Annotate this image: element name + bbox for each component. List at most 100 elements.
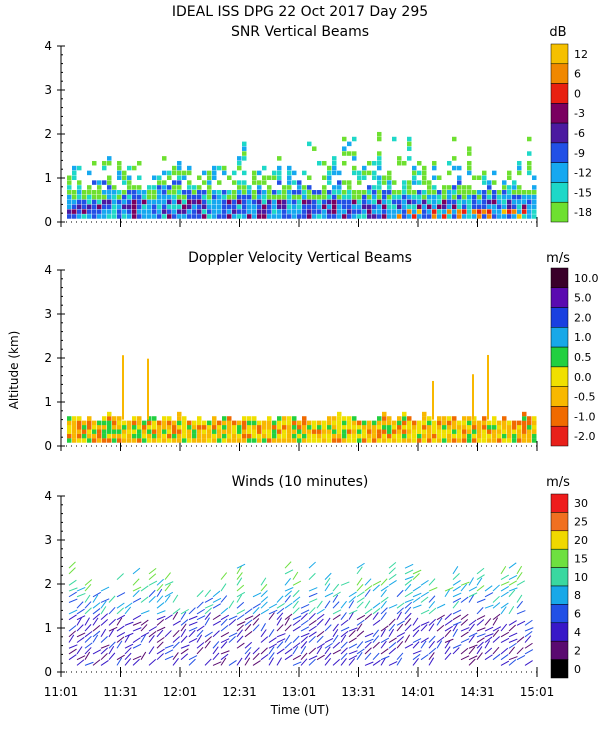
wind-barb [132,597,142,603]
wind-barb [324,600,331,609]
wind-barb [156,619,165,626]
snr-cell [377,209,382,214]
snr-cell [427,180,432,185]
snr-cell [77,185,82,190]
doppler-cell [487,433,492,439]
wind-barb [436,617,443,626]
wind-barb [76,636,85,643]
snr-cell [142,209,147,214]
snr-cell [422,180,427,185]
wind-barb [148,646,155,655]
wind-barb [316,600,323,609]
wind-barb [156,602,165,609]
doppler-cell [272,425,277,430]
doppler-cell [87,416,92,421]
doppler-cell [227,425,232,430]
snr-cell [377,199,382,205]
snr-cell [352,165,357,171]
doppler-cell [482,416,487,421]
doppler-cell [337,411,342,417]
wind-barb [500,586,510,592]
snr-cell [432,185,437,190]
snr-cell [412,175,417,180]
snr-cell [282,214,287,219]
doppler-cell [447,425,452,430]
doppler-cell [227,416,232,421]
wind-barb [484,647,493,655]
doppler-cell [407,425,412,430]
wind-barb [92,608,101,615]
snr-cell [457,165,462,171]
snr-cell [402,194,407,200]
snr-cell [362,190,367,195]
snr-cell [277,180,282,185]
doppler-cell [447,416,452,421]
doppler-cell [322,420,327,426]
colorbar-swatch [550,346,569,368]
doppler-cell [432,429,437,434]
doppler-cell [212,420,217,426]
snr-cell [412,180,417,185]
wind-barb [68,644,78,649]
snr-cell [167,204,172,210]
doppler-cell [437,420,442,426]
wind-barb [460,627,470,632]
wind-barb [100,644,110,649]
snr-cell [102,194,107,200]
snr-cell [87,170,92,176]
snr-cell [282,204,287,210]
snr-cell [432,214,437,219]
snr-cell [207,199,212,205]
snr-cell [472,194,477,200]
data-layer [67,131,537,219]
snr-cell [322,194,327,200]
wind-barb [284,648,293,655]
snr-cell [377,190,382,195]
doppler-cell [317,433,322,439]
snr-cell [522,204,527,210]
doppler-cell [452,438,457,443]
wind-barb [68,567,76,575]
snr-cell [262,209,267,214]
doppler-cell [402,416,407,421]
snr-cell [217,209,222,214]
wind-barb [260,596,269,603]
wind-barb [340,619,349,626]
wind-barb [364,661,374,666]
snr-cell [297,209,302,214]
wind-barb [380,589,387,598]
doppler-cell [142,438,147,443]
wind-barb [356,584,364,592]
wind-barb [380,625,389,632]
snr-cell [87,190,92,195]
doppler-cell [122,429,127,434]
snr-cell [452,204,457,210]
snr-cell [282,190,287,195]
snr-cell [297,214,302,219]
snr-cell [462,199,467,205]
wind-barb [244,630,253,638]
doppler-cell [357,420,362,426]
doppler-cell [412,420,417,426]
doppler-cell [462,429,467,434]
wind-barb [452,585,461,592]
snr-cell [312,214,317,219]
snr-cell [332,199,337,205]
snr-cell [272,214,277,219]
doppler-cell [292,438,297,443]
wind-barb [348,596,357,603]
wind-barb [196,646,204,655]
snr-cell [302,209,307,214]
snr-cell [127,209,132,214]
snr-cell [177,194,182,200]
snr-cell [87,204,92,210]
wind-barb [180,608,190,615]
doppler-cell [197,438,202,443]
wind-barb [292,635,300,643]
wind-barb [348,600,355,609]
doppler-cell [77,425,82,430]
snr-cell [512,214,517,219]
snr-cell [332,165,337,171]
wind-barb [420,609,430,615]
